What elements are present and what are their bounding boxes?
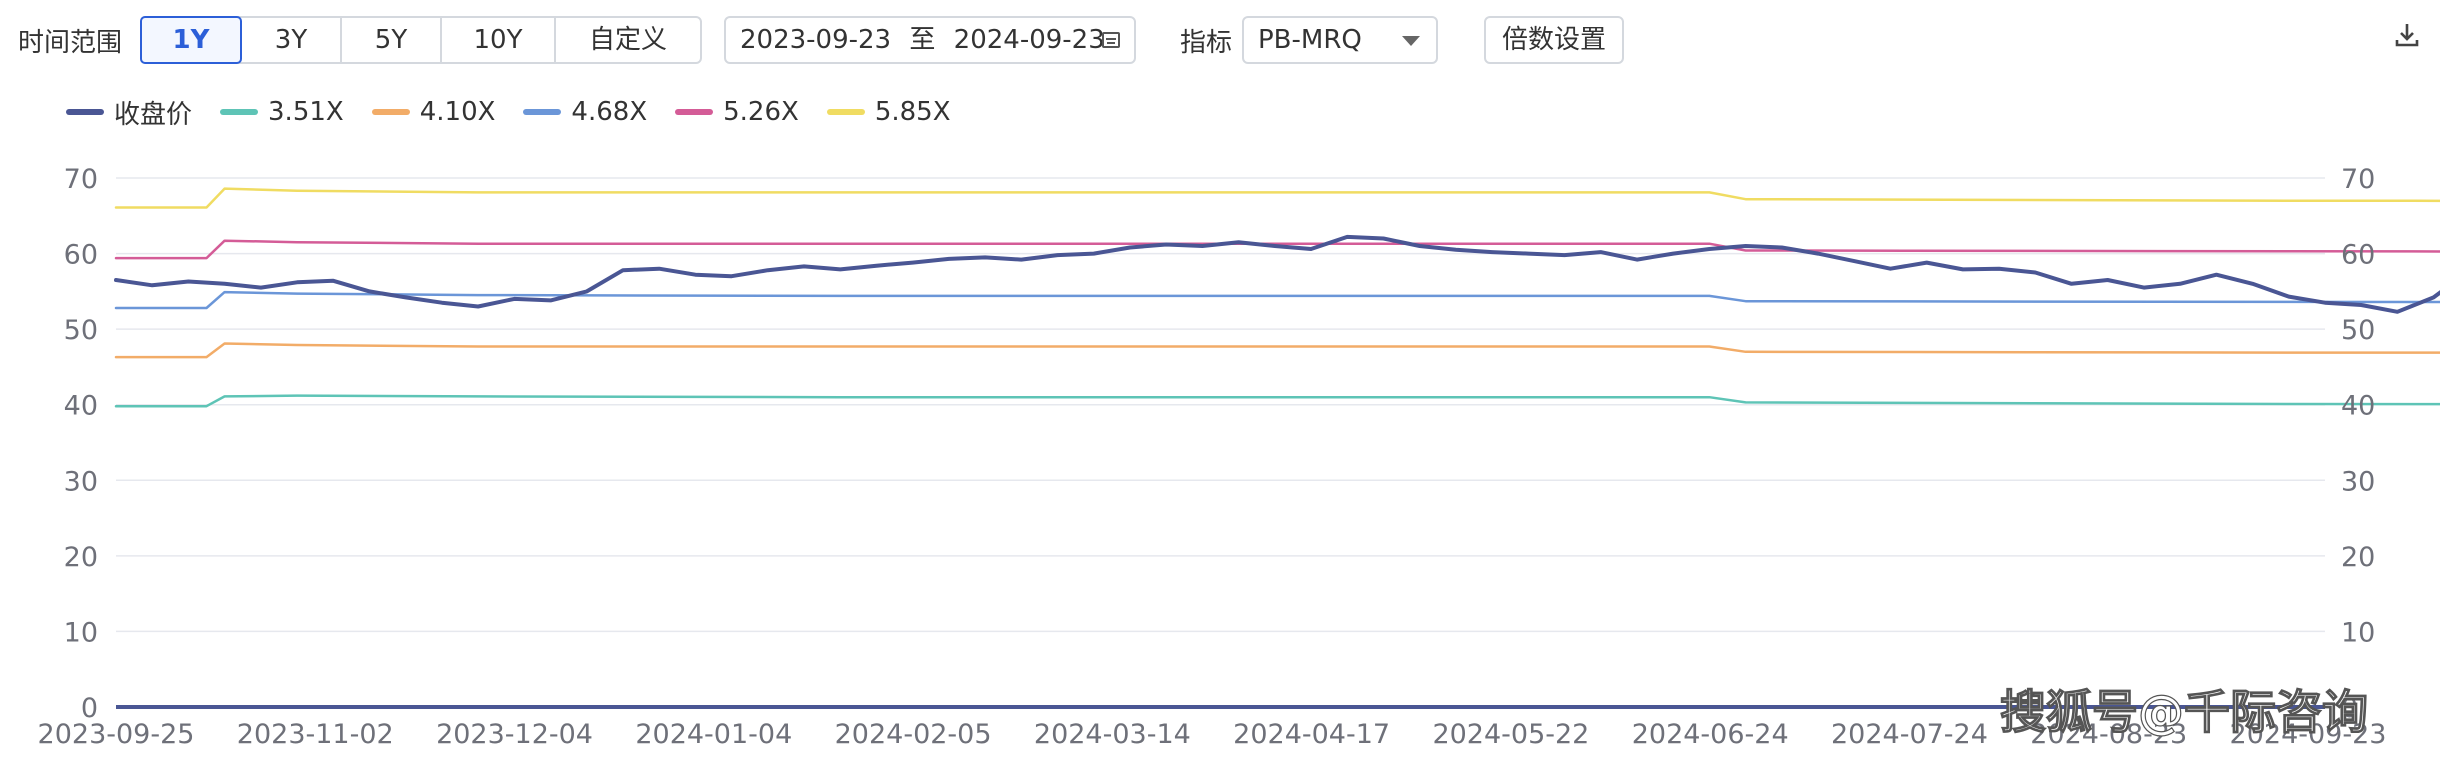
legend-swatch [523, 109, 562, 115]
legend-swatch [220, 109, 259, 115]
legend-label: 4.10X [419, 97, 496, 127]
y-tick-label-left: 40 [64, 391, 98, 422]
legend-item-close-price[interactable]: 收盘价 [66, 92, 192, 132]
x-tick-label: 2024-04-17 [1233, 719, 1390, 750]
legend-item-4.68x[interactable]: 4.68X [523, 92, 647, 132]
multiple-settings-button[interactable]: 倍数设置 [1484, 16, 1624, 64]
date-start: 2023-09-23 [740, 25, 892, 55]
series-line-close-price [114, 234, 2440, 314]
x-tick-label: 2023-12-04 [436, 719, 593, 750]
watermark-text: 搜狐号@千际咨询 [2000, 685, 2368, 739]
range-5y-button[interactable]: 5Y [342, 18, 442, 62]
indicator-value: PB-MRQ [1258, 25, 1362, 55]
x-tick-label: 2024-08-23 [2030, 719, 2187, 750]
legend-label: 5.26X [723, 97, 799, 127]
y-tick-label-left: 50 [64, 315, 98, 346]
indicator-label: 指标 [1180, 28, 1233, 58]
series-line-5.26x [114, 239, 2440, 260]
y-tick-label-left: 20 [64, 542, 98, 573]
date-end: 2024-09-23 [953, 25, 1105, 55]
chart-legend: 收盘价 3.51X 4.10X 4.68X 5.26X 5.85X [66, 92, 979, 132]
legend-swatch [826, 109, 865, 115]
legend-swatch [66, 109, 104, 115]
x-tick-label: 2024-02-05 [835, 719, 992, 750]
range-custom-button[interactable]: 自定义 [588, 25, 667, 55]
y-tick-label-left: 70 [64, 164, 98, 195]
x-tick-label: 2023-11-02 [237, 719, 394, 750]
y-tick-label-left: 10 [64, 617, 98, 648]
y-tick-label-left: 60 [64, 240, 98, 271]
range-3y-button[interactable]: 3Y [242, 18, 342, 62]
series-line-3.51x [114, 394, 2440, 408]
legend-item-5.85x[interactable]: 5.85X [826, 92, 951, 132]
legend-label: 3.51X [268, 97, 344, 127]
time-range-selector: 1Y 3Y 5Y 10Y 自定义 [140, 16, 702, 64]
y-tick-label-right: 70 [2341, 164, 2375, 195]
x-tick-label: 2024-06-24 [1632, 719, 1789, 750]
y-tick-label-left: 0 [81, 693, 98, 724]
caret-down-icon [1402, 36, 1420, 46]
x-tick-label: 2024-01-04 [635, 719, 792, 750]
range-1y-button[interactable]: 1Y [140, 16, 242, 64]
series-line-5.85x [114, 187, 2440, 209]
legend-item-5.26x[interactable]: 5.26X [675, 92, 799, 132]
legend-label: 4.68X [571, 97, 648, 127]
calendar-icon[interactable] [1102, 32, 1120, 48]
toolbar: 时间范围 1Y 3Y 5Y 10Y 自定义 2023-09-23 至 2024-… [0, 0, 2440, 80]
x-tick-label: 2024-05-22 [1432, 719, 1589, 750]
x-tick-label: 2024-09-23 [2230, 719, 2387, 750]
time-range-label: 时间范围 [18, 28, 123, 58]
x-tick-label: 2024-03-14 [1034, 719, 1191, 750]
download-icon[interactable] [2392, 20, 2422, 50]
y-tick-label-right: 30 [2341, 466, 2375, 497]
date-range-picker[interactable]: 2023-09-23 至 2024-09-23 [724, 16, 1136, 64]
legend-swatch [675, 109, 714, 115]
legend-swatch [371, 109, 410, 115]
range-10y-button[interactable]: 10Y [442, 18, 556, 62]
y-tick-label-right: 0 [2341, 693, 2358, 724]
legend-item-3.51x[interactable]: 3.51X [220, 92, 344, 132]
y-tick-label-right: 20 [2341, 542, 2375, 573]
x-tick-label: 2023-09-25 [38, 719, 195, 750]
x-tick-label: 2024-07-24 [1831, 719, 1988, 750]
y-tick-label-right: 40 [2341, 391, 2375, 422]
series-line-4.10x [114, 342, 2440, 359]
indicator-select[interactable]: PB-MRQ [1242, 16, 1438, 64]
y-tick-label-right: 50 [2341, 315, 2375, 346]
legend-label: 收盘价 [114, 99, 193, 130]
y-tick-label-left: 30 [64, 466, 98, 497]
legend-item-4.10x[interactable]: 4.10X [371, 92, 496, 132]
legend-label: 5.85X [874, 97, 951, 127]
y-tick-label-right: 60 [2341, 240, 2375, 271]
y-tick-label-right: 10 [2341, 617, 2375, 648]
series-line-4.68x [114, 290, 2440, 310]
date-separator: 至 [909, 25, 936, 55]
